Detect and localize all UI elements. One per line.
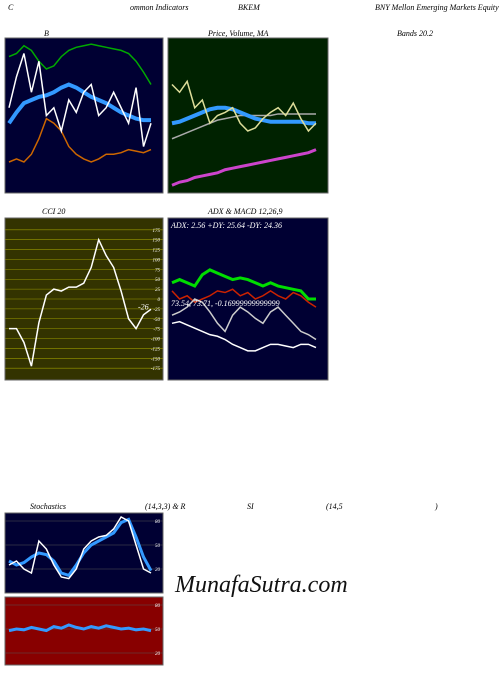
- series-line: [171, 79, 317, 133]
- y-tick-label: -150: [151, 357, 161, 362]
- y-tick-label: 25: [155, 288, 161, 293]
- header-text: BKEM: [238, 3, 261, 12]
- y-tick-label: 80: [155, 520, 161, 525]
- panel-title: B: [44, 29, 49, 38]
- y-tick-label: 50: [155, 544, 161, 549]
- y-tick-label: 75: [155, 268, 161, 273]
- y-tick-label: 20: [155, 652, 161, 657]
- y-tick-label: 20: [155, 568, 161, 573]
- series-line: [8, 53, 152, 147]
- panel-title: ): [434, 502, 438, 511]
- y-tick-label: 100: [153, 258, 161, 263]
- panel-title: (14,3,3) & R: [145, 502, 186, 511]
- series-line: [171, 148, 317, 187]
- series-line: [171, 288, 317, 308]
- y-tick-label: -100: [151, 338, 161, 343]
- y-tick-label: -25: [153, 308, 160, 313]
- series-line: [171, 105, 316, 126]
- panel-title: Price, Volume, MA: [207, 29, 269, 38]
- y-tick-label: -125: [151, 347, 161, 352]
- panel-title: (14,5: [326, 502, 343, 511]
- panel-title: ADX & MACD 12,26,9: [207, 207, 282, 216]
- y-tick-label: -75: [153, 328, 160, 333]
- header-text: C: [8, 3, 14, 12]
- indicator-text: ADX: 2.56 +DY: 25.64 -DY: 24.36: [170, 221, 282, 230]
- panel: [4, 37, 164, 194]
- header-text: ommon Indicators: [130, 3, 188, 12]
- panel-title: SI: [247, 502, 254, 511]
- watermark: MunafaSutra.com: [174, 572, 348, 598]
- header-text: BNY Mellon Emerging Markets Equity ETF: [375, 3, 500, 12]
- y-tick-label: -175: [151, 367, 161, 372]
- series-line: [171, 268, 316, 301]
- series-line: [8, 516, 152, 580]
- y-tick-label: 50: [155, 278, 161, 283]
- panel: [4, 596, 164, 666]
- value-label: -26: [138, 302, 149, 311]
- indicator-text: 73.54, 73.71, -0.16999999999999: [171, 299, 280, 308]
- series-line: [8, 43, 152, 85]
- y-tick-label: 80: [155, 604, 161, 609]
- y-tick-label: 50: [155, 628, 161, 633]
- series-line: [7, 82, 151, 125]
- panel-title: Stochastics: [30, 502, 66, 511]
- panel-title: CCI 20: [42, 207, 65, 216]
- y-tick-label: 125: [153, 249, 161, 254]
- y-tick-label: -50: [153, 318, 160, 323]
- series-line: [9, 237, 152, 367]
- y-tick-label: 0: [158, 298, 161, 303]
- panel-title: Bands 20.2: [397, 29, 433, 38]
- y-tick-label: 150: [153, 239, 161, 244]
- series-line: [8, 117, 152, 163]
- series-line: [171, 298, 317, 341]
- series-line: [171, 320, 317, 352]
- y-tick-label: 175: [153, 229, 161, 234]
- series-line: [8, 623, 152, 633]
